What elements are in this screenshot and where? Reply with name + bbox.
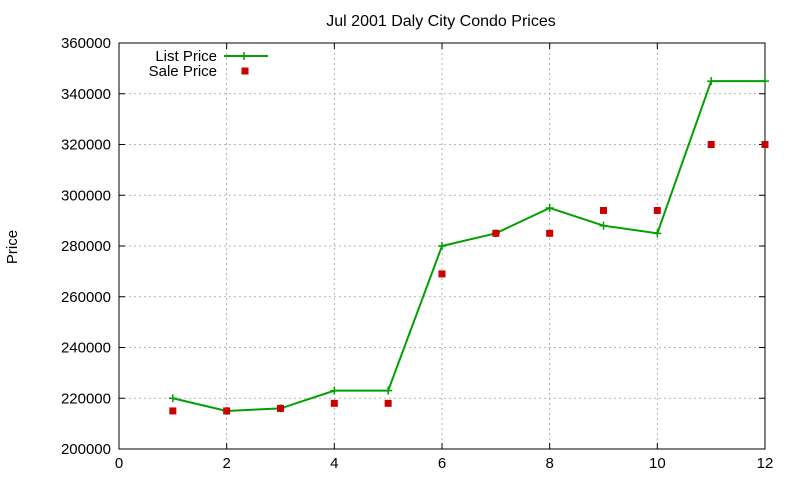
y-tick-label: 220000: [61, 390, 111, 407]
list-price-point: [438, 242, 446, 250]
list-price-point: [384, 386, 393, 395]
legend-label-sale-price: Sale Price: [149, 63, 217, 80]
chart-title: Jul 2001 Daly City Condo Prices: [326, 13, 555, 30]
list-price-point: [330, 386, 339, 395]
list-price-point: [761, 77, 769, 86]
y-tick-label: 320000: [61, 137, 111, 154]
legend: List Price Sale Price: [149, 48, 268, 80]
legend-label-list-price: List Price: [155, 48, 217, 65]
sale-price-point: [384, 399, 392, 407]
y-axis-label: Price: [4, 230, 21, 264]
x-tick-label: 6: [438, 455, 446, 472]
y-tick-label: 300000: [61, 187, 111, 204]
legend-marker-sale-price: [241, 67, 249, 75]
sale-price-point: [438, 270, 446, 278]
x-tick-label: 10: [649, 455, 666, 472]
data-series: [168, 77, 769, 415]
sale-price-point: [492, 229, 500, 237]
sale-price-point: [546, 229, 554, 237]
y-tick-label: 240000: [61, 340, 111, 357]
axis-ticks: 0 2 4 6 8 10 12 200000 220000 240000 260000 280000 3…: [61, 35, 773, 472]
list-price-point: [707, 77, 716, 86]
x-tick-label: 8: [545, 455, 553, 472]
list-price-point: [653, 229, 662, 238]
x-tick-label: 2: [222, 455, 230, 472]
legend-marker-list-price: [240, 52, 248, 60]
list-price-line: [172, 80, 765, 412]
sale-price-point: [169, 407, 177, 415]
sale-price-point: [223, 407, 231, 415]
y-tick-label: 280000: [61, 238, 111, 255]
x-tick-label: 12: [757, 455, 774, 472]
y-tick-label: 360000: [61, 35, 111, 52]
list-price-point: [168, 394, 177, 403]
sale-price-point: [707, 141, 715, 148]
x-tick-label: 0: [115, 455, 123, 472]
list-price-point: [545, 203, 554, 212]
x-tick-label: 4: [330, 455, 338, 472]
y-tick-label: 260000: [61, 289, 111, 306]
sale-price-point: [600, 206, 607, 214]
sale-price-point: [653, 206, 661, 214]
y-tick-label: 200000: [61, 441, 111, 458]
y-tick-label: 340000: [61, 86, 111, 103]
sale-price-point: [761, 141, 769, 148]
list-price-point: [599, 221, 608, 230]
sale-price-point: [330, 399, 338, 407]
sale-price-point: [277, 404, 284, 412]
